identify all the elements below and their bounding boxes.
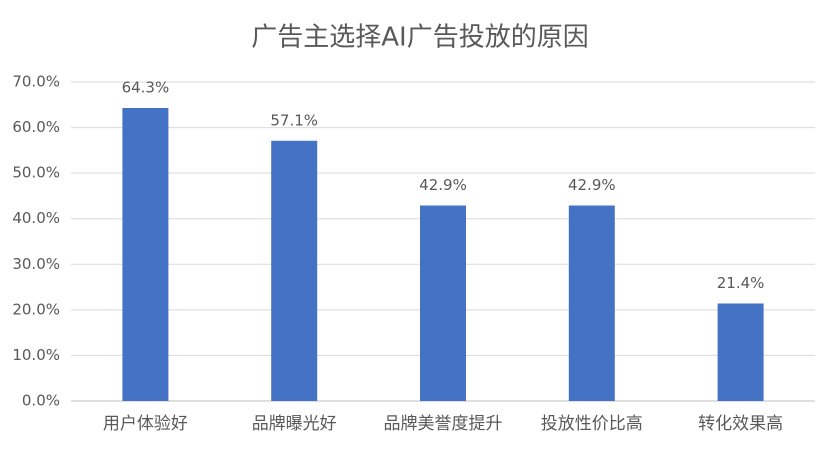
bar [420,205,466,401]
y-tick-label: 50.0% [12,164,60,182]
y-tick-label: 10.0% [12,346,60,364]
x-tick-label: 品牌曝光好 [252,414,337,434]
y-tick-label: 0.0% [22,392,60,410]
y-tick-label: 30.0% [12,255,60,273]
bar [271,140,318,401]
bar [568,205,615,401]
y-tick-label: 20.0% [12,300,60,318]
bar [717,303,764,401]
value-label: 57.1% [270,111,318,129]
bar [122,107,169,402]
value-label: 64.3% [122,78,170,96]
x-tick-label: 投放性价比高 [541,414,643,434]
y-tick-label: 70.0% [12,73,60,91]
y-tick-label: 40.0% [12,209,60,227]
value-label: 42.9% [419,176,467,194]
y-tick-label: 60.0% [12,118,60,136]
value-label: 21.4% [717,274,765,292]
chart-title: 广告主选择AI广告投放的原因 [251,23,588,53]
value-label: 42.9% [568,176,616,194]
x-tick-label: 用户体验好 [103,414,188,434]
x-tick-label: 品牌美誉度提升 [384,414,503,434]
x-tick-label: 转化效果高 [698,414,783,434]
